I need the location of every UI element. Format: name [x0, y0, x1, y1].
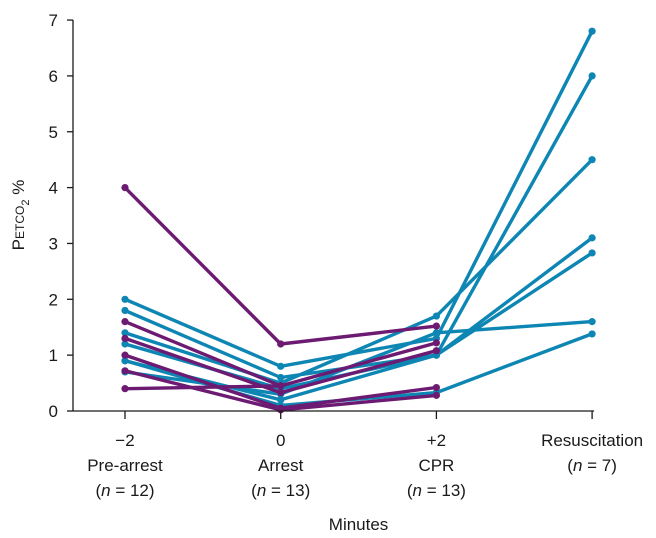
- data-point: [121, 351, 129, 359]
- x-tick-name: CPR: [418, 456, 454, 475]
- y-tick-label: 6: [49, 67, 58, 86]
- series-layer: [121, 27, 596, 414]
- x-tick-value: −2: [115, 431, 134, 450]
- data-point: [588, 27, 596, 35]
- data-point: [432, 312, 440, 320]
- series-line: [123, 319, 594, 396]
- y-tick-label: 4: [49, 179, 58, 198]
- data-point: [277, 382, 285, 390]
- data-point: [121, 340, 129, 348]
- y-tick-label: 7: [49, 11, 58, 30]
- y-tick-label: 2: [49, 290, 58, 309]
- axes-layer: 0 1 2 3 4 5 6 7 −2 Pre-arrest (n = 12) 0 Arrest (n = …: [49, 11, 644, 500]
- data-point: [121, 295, 129, 303]
- series-line: [123, 332, 594, 408]
- data-point: [277, 406, 285, 414]
- data-point: [432, 383, 440, 392]
- data-point: [432, 339, 440, 347]
- series-line: [123, 74, 594, 380]
- y-tick-label: 3: [49, 234, 58, 253]
- x-axis-title: Minutes: [329, 515, 389, 534]
- y-tick-label: 0: [49, 402, 58, 421]
- x-tick-name: Pre-arrest: [87, 456, 163, 475]
- series-not_resuscitated: [121, 382, 285, 393]
- series-line: [123, 157, 594, 385]
- data-point: [277, 340, 285, 348]
- data-point: [121, 385, 129, 393]
- series-line: [123, 384, 283, 391]
- x-tick-name: Arrest: [258, 456, 304, 475]
- data-point: [588, 156, 596, 164]
- y-axis-title: PETCO2 %: [9, 180, 32, 251]
- x-tick-value: +2: [427, 431, 446, 450]
- data-point: [588, 72, 596, 80]
- series-line: [123, 29, 594, 368]
- x-tick-n: (n = 13): [407, 481, 466, 500]
- data-point: [432, 347, 440, 355]
- data-point: [277, 396, 285, 404]
- x-tick-n: (n = 12): [95, 481, 154, 500]
- series-resuscitated: [121, 234, 596, 393]
- data-point: [121, 306, 129, 315]
- x-tick-value: 0: [276, 431, 285, 450]
- data-point: [121, 334, 129, 342]
- y-tick-label: 5: [49, 123, 58, 142]
- data-point: [432, 322, 440, 330]
- data-point: [588, 234, 596, 242]
- data-point: [121, 329, 129, 337]
- data-point: [121, 184, 129, 192]
- data-point: [121, 367, 129, 375]
- series-not_resuscitated: [121, 184, 440, 348]
- data-point: [588, 249, 596, 257]
- y-tick-label: 1: [49, 346, 58, 365]
- data-point: [277, 373, 285, 382]
- x-tick-name: Resuscitation: [541, 431, 643, 450]
- data-point: [121, 318, 129, 326]
- x-tick-n: (n = 13): [251, 481, 310, 500]
- x-tick-n: (n = 7): [567, 456, 617, 475]
- data-point: [588, 318, 596, 326]
- series-not_resuscitated: [121, 334, 440, 397]
- data-point: [432, 329, 440, 337]
- data-point: [432, 391, 440, 399]
- data-point: [121, 357, 129, 365]
- data-point: [277, 388, 285, 397]
- data-point: [588, 330, 596, 338]
- data-point: [277, 362, 285, 370]
- series-not_resuscitated: [121, 367, 440, 414]
